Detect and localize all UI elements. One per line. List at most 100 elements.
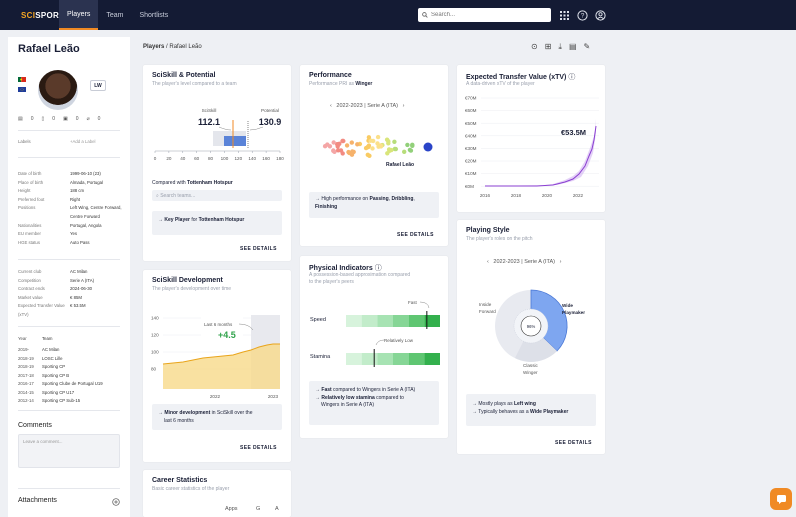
see-details-button[interactable]: SEE DETAILS	[397, 232, 434, 238]
development-area-chart: 140 120 100 80 Last 6 months +4.5 2022 2023	[151, 315, 280, 399]
peer-dot	[366, 143, 372, 148]
performance-beeswarm-chart: Rafael Leão	[322, 134, 433, 168]
xtv-card: Expected Transfer Value (xTV) ⓘ A data-d…	[457, 65, 605, 212]
x-tick-label: 60	[194, 156, 200, 161]
comment-input[interactable]: Leave a comment...	[18, 434, 120, 468]
x-tick-label: 2020	[542, 193, 553, 198]
labels-key: Labels	[18, 139, 31, 144]
edit-icon[interactable]: ✎	[583, 42, 591, 51]
tab-shortlists[interactable]: Shortlists	[139, 11, 169, 19]
compared-team: Tottenham Hotspur	[187, 180, 233, 186]
contract-key: Expected Transfer Value	[18, 303, 65, 309]
compare-icon[interactable]: ⊞	[544, 42, 552, 51]
play-icon[interactable]: ⊙	[531, 42, 538, 51]
career-year: 2017-18	[18, 372, 34, 378]
report-view-icon[interactable]: ▤	[568, 42, 577, 51]
tab-team[interactable]: Team	[106, 11, 124, 19]
svg-text:?: ?	[580, 12, 584, 19]
peer-dot	[346, 149, 351, 155]
peer-dot	[386, 141, 391, 146]
career-year: 2014-15	[18, 389, 34, 395]
divider	[18, 326, 120, 327]
info-icon[interactable]: ⓘ	[568, 74, 576, 81]
peer-dot	[355, 142, 360, 147]
attachment-icon[interactable]: ⌀	[86, 116, 90, 122]
peer-dot	[392, 146, 397, 152]
breadcrumb-players-link[interactable]: Players	[143, 44, 165, 50]
callout-box	[201, 317, 243, 343]
logo[interactable]: SCISPORTS	[21, 11, 70, 20]
search-bar[interactable]	[418, 8, 551, 22]
insight-arrow: →	[158, 410, 165, 416]
physical-bars: Fast Relatively Low	[346, 300, 440, 367]
info-key: Place of birth	[18, 179, 44, 185]
info-row: Date of birth 1999-06-10 (23)	[18, 171, 130, 176]
y-tick-label: €10M	[465, 171, 477, 176]
see-details-button[interactable]: SEE DETAILS	[240, 246, 277, 252]
potential-value: 130.9	[259, 117, 282, 127]
chat-support-button[interactable]	[770, 488, 792, 510]
user-account-icon[interactable]	[594, 9, 606, 21]
speed-tag: Fast	[408, 300, 418, 305]
stamina-tag: Relatively Low	[384, 338, 414, 343]
add-attachment-icon[interactable]	[112, 498, 120, 506]
help-icon[interactable]: ?	[576, 9, 588, 21]
report-icon[interactable]: ▣	[63, 116, 68, 122]
peer-dot	[410, 143, 415, 148]
card-subtitle-line1: A possession-based approximation compare…	[309, 272, 411, 278]
career-team: Sporting CP U17	[42, 389, 75, 395]
notes-icon[interactable]: ▤	[18, 116, 23, 122]
insight-key-player: Key Player	[164, 217, 190, 223]
peer-dot	[378, 144, 384, 149]
info-row: Positions Left Wing, Centre Forward,	[18, 206, 130, 211]
peer-dot	[332, 149, 337, 154]
peer-dot	[344, 143, 350, 148]
stats-col-goals: G	[256, 506, 261, 512]
info-icon[interactable]: ⓘ	[374, 265, 382, 272]
sciskill-value: 112.1	[198, 117, 220, 127]
career-year: 2016-17	[18, 381, 34, 386]
season-selector[interactable]: ‹ 2022-2023 | Serie A (ITA) ›	[487, 259, 562, 265]
x-tick-label: 20	[166, 156, 172, 161]
see-details-button[interactable]: SEE DETAILS	[555, 440, 592, 446]
sciskill-label: SciSkill	[202, 108, 217, 113]
bookmark-icon[interactable]: ▯	[41, 116, 45, 122]
peer-dot	[367, 153, 372, 158]
development-area	[163, 344, 280, 389]
download-icon[interactable]: ⤓	[558, 42, 562, 51]
insight-arrow: →	[158, 217, 165, 223]
player-actions-row: ▤ 0 ▯ 0 ▣ 0 ⌀ 0	[18, 116, 100, 122]
peer-dot	[392, 139, 397, 144]
contract-key: (xTV)	[18, 312, 29, 317]
card-subtitle-line2: to the player's peers	[309, 278, 354, 285]
team-distribution-bar	[224, 136, 246, 146]
tab-players[interactable]: Players	[59, 0, 99, 30]
stamina-bar	[346, 349, 440, 367]
sciskill-development-card: SciSkill Development The player's develo…	[143, 270, 291, 462]
peer-dot	[331, 140, 336, 145]
info-value: Centre Forward	[70, 214, 100, 219]
team-search-input[interactable]: ⌕ Search teams...	[152, 190, 282, 201]
sciskill-potential-card: SciSkill & Potential The player's level …	[143, 65, 291, 261]
add-label-link[interactable]: +Add a Label	[70, 139, 96, 144]
info-value: Almada, Portugal	[70, 179, 103, 185]
wide-playmaker-label-2: Playmaker	[562, 310, 585, 315]
info-value: Portugal, Angola	[70, 222, 102, 228]
player-dot-label: Rafael Leão	[386, 162, 414, 168]
apps-grid-icon[interactable]	[558, 9, 570, 21]
card-subtitle: The player's development over time	[152, 286, 232, 292]
season-label: 2022-2023 | Serie A (ITA)	[336, 103, 398, 109]
physical-insight: → Fast compared to Wingers in Serie A (I…	[309, 381, 439, 425]
info-row: Contract ends 2024-06-30	[18, 286, 130, 291]
see-details-button[interactable]: SEE DETAILS	[240, 445, 277, 451]
info-row: 2017-18 Sporting CP B	[18, 372, 130, 378]
info-key	[18, 215, 70, 219]
top-nav: SCISPORTS Players Team Shortlists ?	[0, 0, 796, 30]
search-input[interactable]	[431, 12, 541, 18]
x-tick-label: 2022	[573, 193, 584, 198]
position-badge: LW	[90, 80, 106, 91]
info-key: Nationalities	[18, 222, 42, 228]
card-title-text: Physical Indicators	[309, 265, 373, 272]
peer-dot	[350, 149, 355, 154]
season-selector[interactable]: ‹ 2022-2023 | Serie A (ITA) ›	[330, 103, 405, 109]
